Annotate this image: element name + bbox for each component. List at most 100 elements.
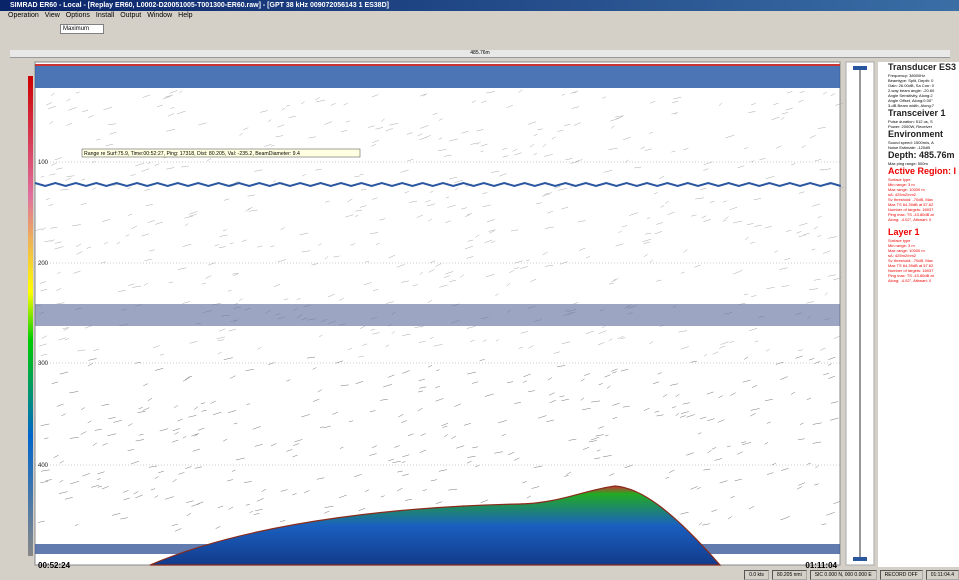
echo-noise	[815, 465, 819, 469]
echo-noise	[223, 438, 228, 442]
echo-noise	[733, 271, 739, 275]
echo-noise	[784, 258, 790, 261]
menu-item[interactable]: Window	[147, 12, 173, 19]
echo-noise	[401, 461, 406, 463]
echo-noise	[239, 132, 244, 136]
mode-dropdown[interactable]: Maximum	[60, 24, 104, 34]
echo-noise	[422, 489, 427, 491]
echo-noise	[181, 165, 189, 168]
echo-noise	[174, 528, 182, 532]
echo-noise	[640, 146, 646, 150]
echo-noise	[97, 478, 101, 480]
echo-noise	[103, 241, 108, 245]
echo-noise	[690, 214, 697, 217]
echo-noise	[573, 90, 579, 94]
echo-noise	[416, 214, 423, 218]
echo-noise	[573, 302, 579, 305]
echo-noise	[256, 498, 264, 502]
echo-noise	[835, 103, 844, 106]
echo-noise	[216, 336, 225, 340]
echo-noise	[771, 462, 776, 466]
echo-noise	[316, 477, 325, 480]
menu-item[interactable]: Output	[120, 12, 142, 19]
echo-noise	[698, 522, 703, 526]
echo-noise	[270, 245, 275, 248]
status-field: RECORD OFF	[879, 570, 923, 580]
echo-noise	[35, 228, 43, 231]
echo-noise	[358, 507, 366, 512]
menu-item[interactable]: Options	[65, 12, 90, 19]
seabed	[149, 485, 722, 566]
echo-noise	[414, 326, 422, 328]
panel-line: Along: -4.02°, Athwart: 0	[888, 217, 932, 222]
echo-noise	[359, 173, 364, 176]
echo-noise	[480, 499, 489, 504]
echo-noise	[776, 145, 782, 149]
echo-noise	[69, 391, 79, 394]
menu-bar: Operation View Options Install Output Window H…	[0, 11, 193, 21]
slider-handle[interactable]	[853, 557, 867, 561]
echo-noise	[522, 380, 527, 383]
echo-noise	[62, 327, 70, 329]
echo-noise	[781, 468, 789, 471]
echo-noise	[350, 243, 356, 246]
echo-noise	[750, 412, 756, 417]
echo-noise	[80, 202, 87, 206]
echo-noise	[242, 127, 249, 131]
echo-noise	[245, 208, 251, 212]
echo-noise	[228, 506, 234, 510]
echo-noise	[527, 121, 537, 125]
echo-noise	[229, 242, 234, 245]
menu-item[interactable]: Help	[178, 12, 193, 19]
echo-noise	[545, 226, 555, 229]
echo-noise	[172, 478, 177, 483]
echo-noise	[245, 369, 254, 371]
echo-noise	[419, 136, 427, 141]
panel-line: Number of targets: 16937	[888, 268, 934, 273]
echo-noise	[785, 516, 790, 519]
echo-noise	[796, 231, 802, 234]
echo-noise	[407, 433, 414, 437]
echo-noise	[564, 475, 569, 477]
echo-noise	[656, 279, 662, 282]
echo-noise	[223, 357, 233, 360]
echo-noise	[244, 481, 252, 483]
echo-noise	[665, 477, 670, 479]
echo-noise	[437, 149, 447, 152]
panel-line: Sound speed: 1500m/s, A	[888, 140, 934, 145]
echo-noise	[649, 259, 654, 263]
echo-noise	[718, 102, 723, 106]
echo-noise	[480, 143, 488, 147]
echo-noise	[358, 355, 364, 358]
menu-item[interactable]: Install	[95, 12, 115, 19]
echo-noise	[771, 116, 780, 121]
echo-noise	[270, 144, 275, 147]
echo-noise	[138, 407, 143, 409]
echo-noise	[41, 469, 50, 472]
echo-noise	[249, 510, 253, 514]
echo-noise	[813, 278, 821, 281]
echo-noise	[703, 161, 713, 166]
echo-noise	[748, 111, 756, 113]
menu-item[interactable]: View	[44, 12, 60, 19]
echo-noise	[681, 411, 689, 414]
echo-noise	[686, 414, 695, 418]
slider-handle[interactable]	[853, 66, 867, 70]
echo-noise	[107, 433, 117, 437]
echo-noise	[80, 431, 87, 435]
echo-noise	[798, 482, 806, 486]
echo-noise	[73, 270, 81, 274]
echo-noise	[82, 473, 91, 477]
echo-noise	[84, 325, 93, 329]
echo-noise	[50, 226, 58, 229]
echo-noise	[729, 341, 734, 343]
echo-noise	[526, 259, 530, 262]
echo-noise	[417, 390, 424, 393]
menu-item[interactable]: Operation	[8, 12, 39, 19]
echo-noise	[703, 353, 708, 357]
echo-noise	[230, 375, 236, 379]
depth-readout: Depth: 485.76m	[888, 150, 955, 160]
echo-noise	[423, 93, 428, 97]
echo-noise	[644, 148, 652, 151]
echo-noise	[479, 359, 485, 361]
